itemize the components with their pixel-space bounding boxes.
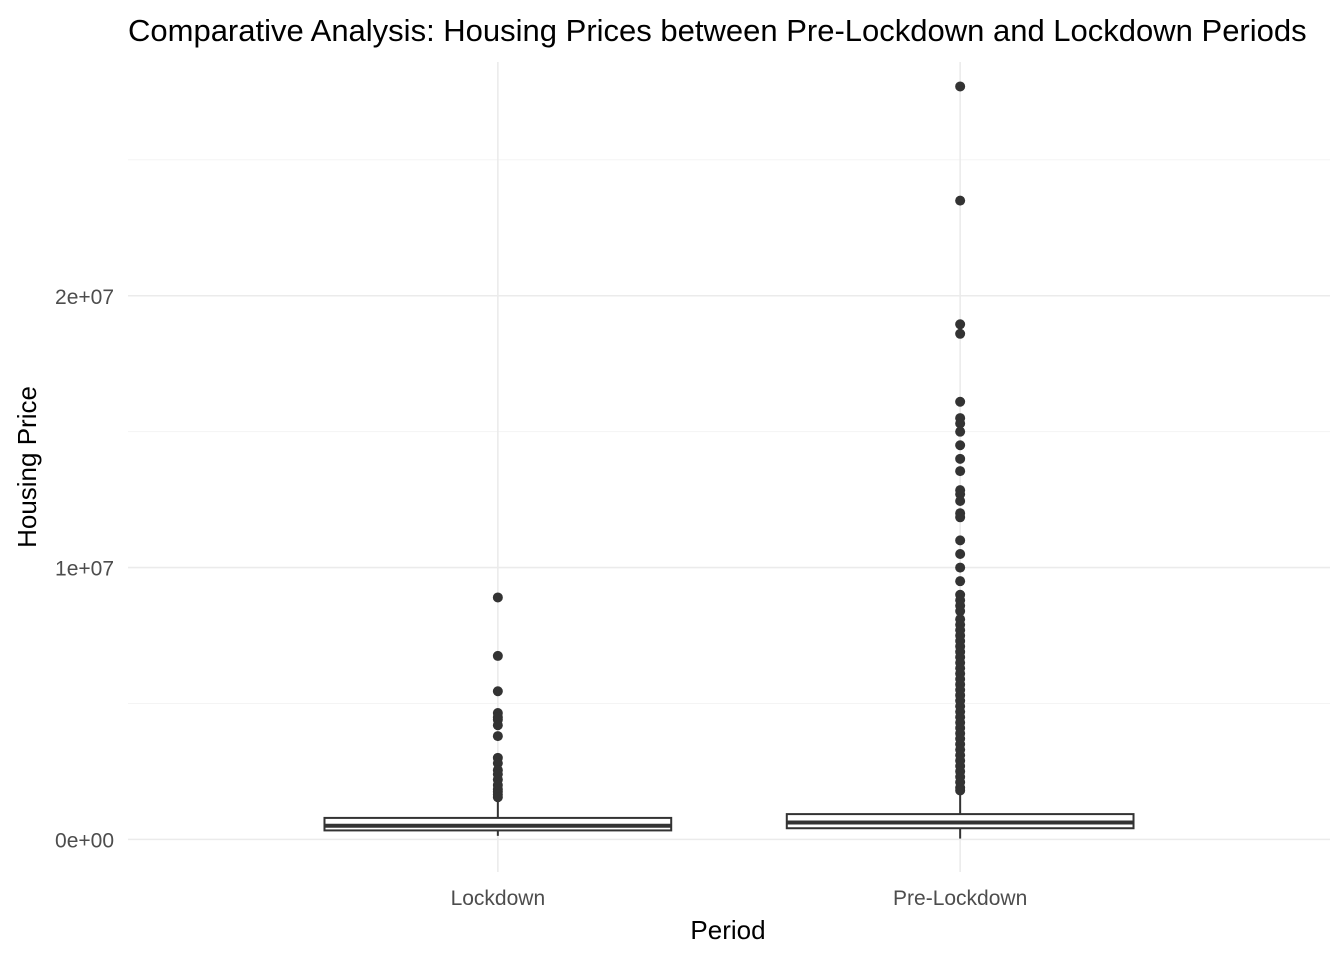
- y-tick-label: 1e+07: [55, 558, 114, 581]
- outlier-point: [955, 195, 966, 206]
- y-axis-title: Housing Price: [12, 386, 42, 548]
- boxplot-lockdown: [323, 592, 673, 836]
- x-tick-label: Lockdown: [451, 887, 546, 910]
- y-tick-label: 2e+07: [55, 286, 114, 309]
- outlier-point: [955, 81, 966, 92]
- outlier-point: [492, 592, 503, 603]
- x-axis-title: Period: [690, 915, 765, 945]
- outlier-point: [955, 535, 966, 546]
- outlier-point: [955, 319, 966, 330]
- outlier-point: [492, 650, 503, 661]
- outlier-point: [492, 720, 503, 731]
- outlier-point: [492, 686, 503, 697]
- outlier-point: [955, 466, 966, 477]
- grid-layer: [128, 62, 1330, 872]
- outlier-point: [955, 576, 966, 587]
- outlier-point: [492, 731, 503, 742]
- boxplot-pre-lockdown: [785, 81, 1135, 839]
- outlier-point: [955, 562, 966, 573]
- outlier-point: [955, 328, 966, 339]
- outlier-point: [955, 495, 966, 506]
- outlier-point: [955, 548, 966, 559]
- outlier-point: [955, 785, 966, 796]
- chart-title: Comparative Analysis: Housing Prices bet…: [128, 13, 1307, 48]
- outlier-point: [955, 440, 966, 451]
- outlier-point: [492, 792, 503, 803]
- outlier-point: [955, 396, 966, 407]
- outlier-point: [955, 606, 966, 617]
- outlier-point: [955, 512, 966, 523]
- y-tick-label: 0e+00: [55, 829, 114, 852]
- x-tick-label: Pre-Lockdown: [893, 887, 1027, 910]
- outlier-point: [955, 426, 966, 437]
- outlier-point: [955, 418, 966, 429]
- outlier-point: [955, 453, 966, 464]
- box-layer: [323, 81, 1135, 839]
- axis-layer: 0e+00 1e+07 2e+07 Lockdown Pre-Lockdown: [55, 286, 1027, 910]
